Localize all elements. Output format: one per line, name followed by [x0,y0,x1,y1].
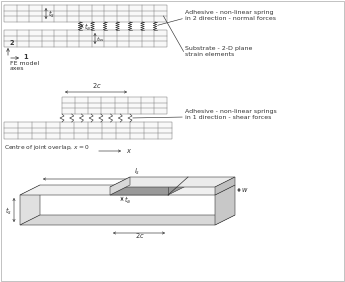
Polygon shape [20,185,235,195]
Text: Substrate - 2-D plane: Substrate - 2-D plane [185,46,253,51]
Polygon shape [20,215,235,225]
Text: in 2 direction - normal forces: in 2 direction - normal forces [185,16,276,21]
Text: $x$: $x$ [126,147,132,155]
Text: $2c$: $2c$ [135,231,145,240]
Bar [4,122,172,139]
Text: Adhesive - non-linear spring: Adhesive - non-linear spring [185,10,274,15]
Text: in 1 direction - shear forces: in 1 direction - shear forces [185,115,272,120]
Text: $t_s$: $t_s$ [48,9,55,20]
Polygon shape [110,177,130,195]
Bar [62,97,167,114]
Text: $2c$: $2c$ [92,81,102,90]
Text: Centre of joint overlap, $x = 0$: Centre of joint overlap, $x = 0$ [4,143,90,152]
Text: 2: 2 [9,40,13,46]
Polygon shape [110,185,188,195]
Text: $t_s$: $t_s$ [5,205,12,217]
Text: FE model: FE model [10,61,39,66]
Text: strain elements: strain elements [185,52,234,57]
Text: axes: axes [10,66,24,71]
Bar [4,5,167,22]
Text: $l_s$: $l_s$ [134,167,140,177]
Polygon shape [215,185,235,225]
Text: 1: 1 [23,54,28,60]
Text: $t_a$: $t_a$ [124,195,131,206]
Text: $w$: $w$ [241,186,248,194]
Polygon shape [215,177,235,195]
Polygon shape [20,185,40,225]
Text: $t_a$: $t_a$ [83,21,91,33]
Polygon shape [110,177,235,187]
Text: Adhesive - non-linear springs: Adhesive - non-linear springs [185,109,277,114]
Bar [4,30,167,47]
Text: $t_{ss}$: $t_{ss}$ [97,35,106,44]
